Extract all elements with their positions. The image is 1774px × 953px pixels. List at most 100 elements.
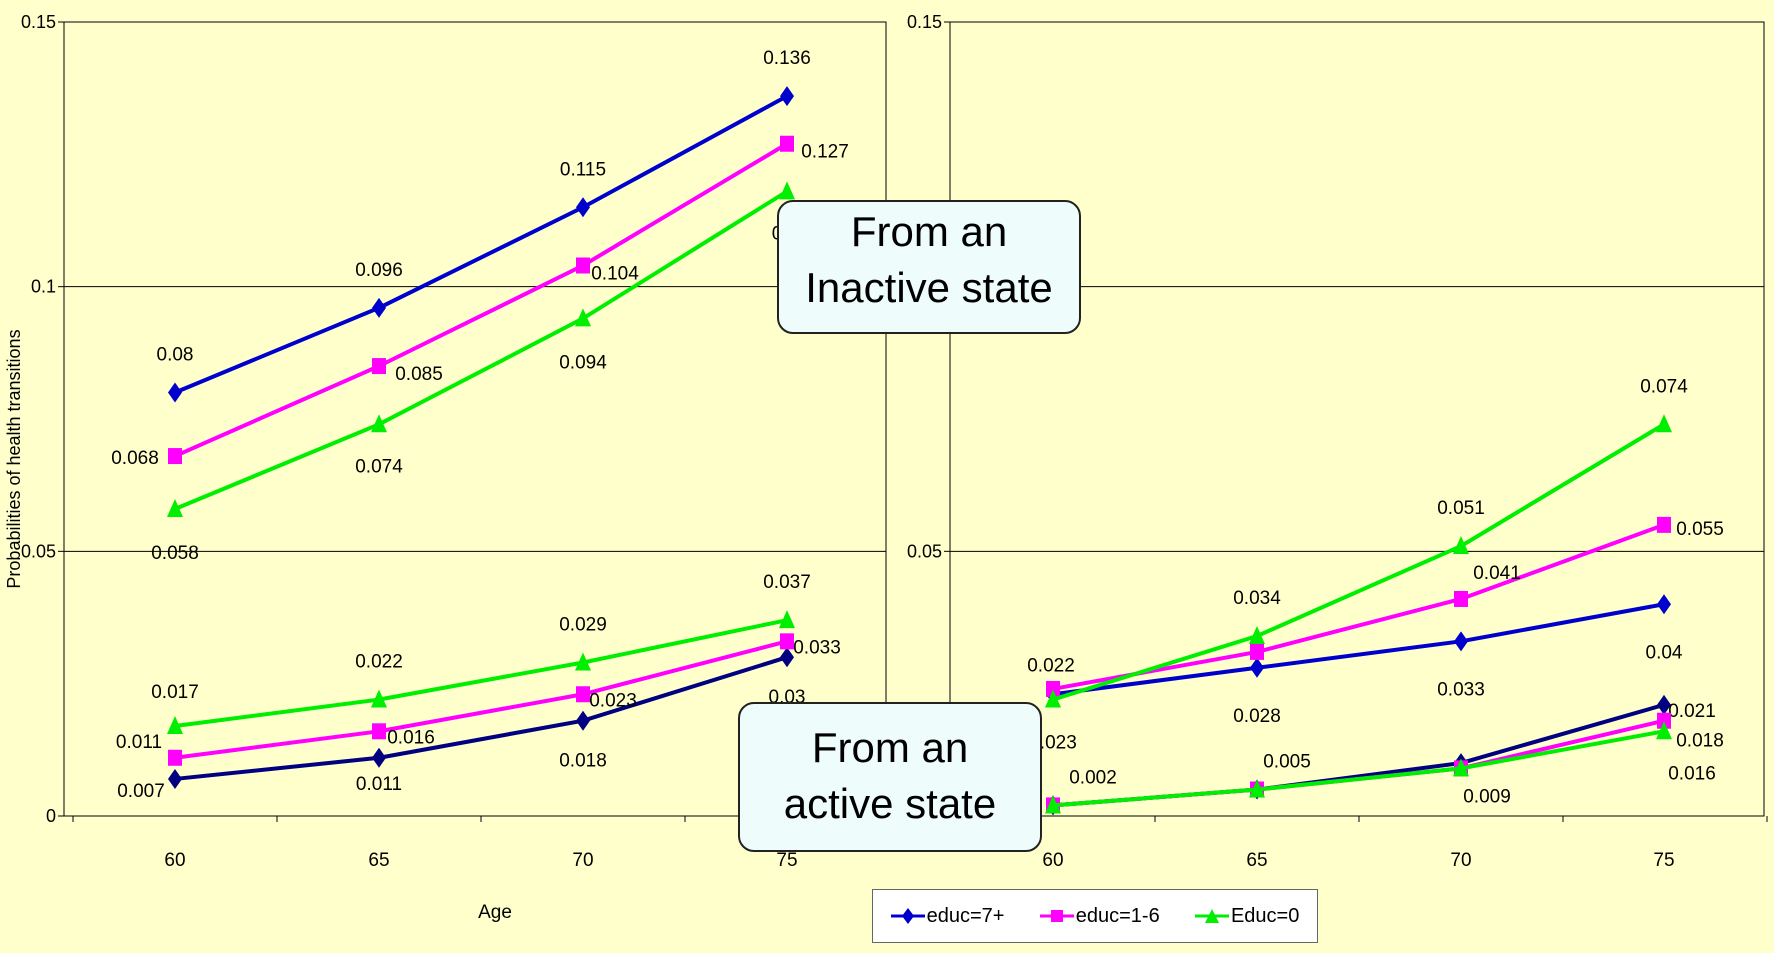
- callout-inactive-state: From an Inactive state: [777, 200, 1081, 334]
- data-label: 0.051: [1437, 498, 1485, 519]
- legend-item-educ-0: Educ=0: [1194, 904, 1300, 928]
- data-point-diamond: [1454, 631, 1468, 652]
- y-tick-label: 0.05: [21, 541, 56, 561]
- series-line-inactive-educ=1-6: [1052, 522, 1665, 691]
- data-point-triangle: [1045, 689, 1061, 708]
- series-line-inactive-educ=1-6: [174, 142, 789, 458]
- data-label: 0.002: [1069, 767, 1117, 788]
- data-point-square: [1250, 643, 1264, 660]
- data-point-square: [1657, 712, 1671, 729]
- data-point-square: [1657, 516, 1671, 533]
- data-label: 0.08: [157, 345, 194, 366]
- callout-inactive-line-2: Inactive state: [805, 264, 1053, 311]
- series-line-inactive-educ=7+: [174, 94, 788, 395]
- data-label: 0.033: [1437, 679, 1485, 700]
- data-point-diamond: [1657, 694, 1671, 715]
- data-label: 0.017: [151, 682, 199, 703]
- data-point-triangle: [1453, 536, 1469, 555]
- data-point-triangle: [1453, 758, 1469, 777]
- y-tick-label: 0.1: [31, 277, 56, 297]
- x-tick-label: 60: [164, 850, 185, 871]
- diamond-marker-icon: [890, 908, 925, 924]
- data-point-diamond: [780, 86, 794, 107]
- data-point-diamond: [372, 747, 386, 768]
- data-label: 0.136: [763, 48, 811, 69]
- x-axis-label: Age: [478, 902, 512, 923]
- data-label: 0.058: [151, 543, 199, 564]
- data-label: 0.009: [1463, 786, 1511, 807]
- data-label: 0.018: [1676, 731, 1724, 752]
- data-label: 0.028: [1233, 706, 1281, 727]
- data-point-square: [168, 448, 182, 465]
- data-point-square: [576, 686, 590, 703]
- data-point-square: [576, 257, 590, 274]
- data-point-triangle: [779, 610, 795, 629]
- series-line-active-Educ=0: [174, 618, 788, 728]
- data-point-triangle: [371, 689, 387, 708]
- data-point-diamond: [372, 297, 386, 318]
- data-label: 0.033: [793, 637, 841, 658]
- data-label: 0.011: [356, 774, 402, 795]
- data-label: 0.018: [559, 751, 607, 772]
- y-tick-label: 0.15: [21, 12, 56, 32]
- data-label: 0.022: [1027, 656, 1075, 677]
- data-label: 0.037: [763, 572, 811, 593]
- data-point-triangle: [167, 498, 183, 517]
- callout-active-line-2: active state: [783, 780, 997, 827]
- x-tick-label: 65: [1246, 850, 1267, 871]
- series-line-active-Educ=0: [1052, 729, 1665, 808]
- data-label: 0.094: [559, 352, 607, 373]
- legend-item-educ-7: educ=7+: [890, 904, 1005, 928]
- data-label: 0.016: [387, 727, 435, 748]
- data-point-square: [780, 135, 794, 152]
- data-label: 0.085: [395, 364, 443, 385]
- x-tick-label: 75: [776, 850, 797, 871]
- legend-label-educ-1-6: educ=1-6: [1075, 904, 1160, 927]
- x-tick-label: 65: [368, 850, 389, 871]
- data-label: 0.068: [111, 448, 159, 469]
- series-line-active-educ=1-6: [174, 639, 788, 760]
- series-line-inactive-Educ=0: [174, 189, 789, 511]
- legend-item-educ-1-6: educ=1-6: [1039, 904, 1160, 928]
- data-point-square: [372, 723, 386, 740]
- y-tick-label: 0.05: [907, 541, 942, 561]
- y-tick-label: 0: [46, 806, 56, 826]
- data-point-diamond: [168, 768, 182, 789]
- legend-label-educ-0: Educ=0: [1230, 904, 1300, 927]
- data-label: 0.011: [116, 732, 162, 753]
- data-label: 0.023: [589, 690, 637, 711]
- data-label: 0.034: [1233, 588, 1281, 609]
- data-label: 0.096: [355, 260, 403, 281]
- plot-area-2: [949, 21, 1765, 817]
- data-point-square: [780, 633, 794, 650]
- data-point-square: [372, 358, 386, 375]
- data-label: 0.041: [1473, 563, 1521, 584]
- callout-active-line-1: From an: [811, 724, 969, 771]
- data-point-triangle: [1656, 414, 1672, 433]
- data-point-triangle: [1656, 721, 1672, 740]
- x-tick-label: 70: [1450, 850, 1471, 871]
- callout-inactive-line-1: From an: [850, 208, 1008, 255]
- data-point-diamond: [168, 382, 182, 403]
- x-tick-label: 60: [1042, 850, 1063, 871]
- data-label: 0.005: [1263, 752, 1311, 773]
- x-tick-label: 75: [1653, 850, 1674, 871]
- series-line-inactive-educ=7+: [1052, 602, 1665, 697]
- data-point-triangle: [167, 716, 183, 735]
- data-point-triangle: [779, 181, 795, 200]
- legend-label-educ-7: educ=7+: [926, 904, 1005, 927]
- data-label: 0.007: [117, 781, 165, 802]
- data-label: 0.074: [1640, 376, 1688, 397]
- series-line-inactive-Educ=0: [1052, 422, 1666, 702]
- square-marker-icon: [1039, 910, 1074, 922]
- x-tick-label: 70: [572, 850, 593, 871]
- data-point-diamond: [1657, 594, 1671, 615]
- callout-active-state: From an active state: [738, 702, 1042, 852]
- data-point-square: [1046, 680, 1060, 697]
- data-label: 0.029: [559, 614, 607, 635]
- data-point-triangle: [575, 308, 591, 327]
- data-label: 0.022: [355, 652, 403, 673]
- data-label: 0.055: [1676, 519, 1724, 540]
- chart-legend: educ=7+ educ=1-6 Educ=0: [872, 889, 1318, 943]
